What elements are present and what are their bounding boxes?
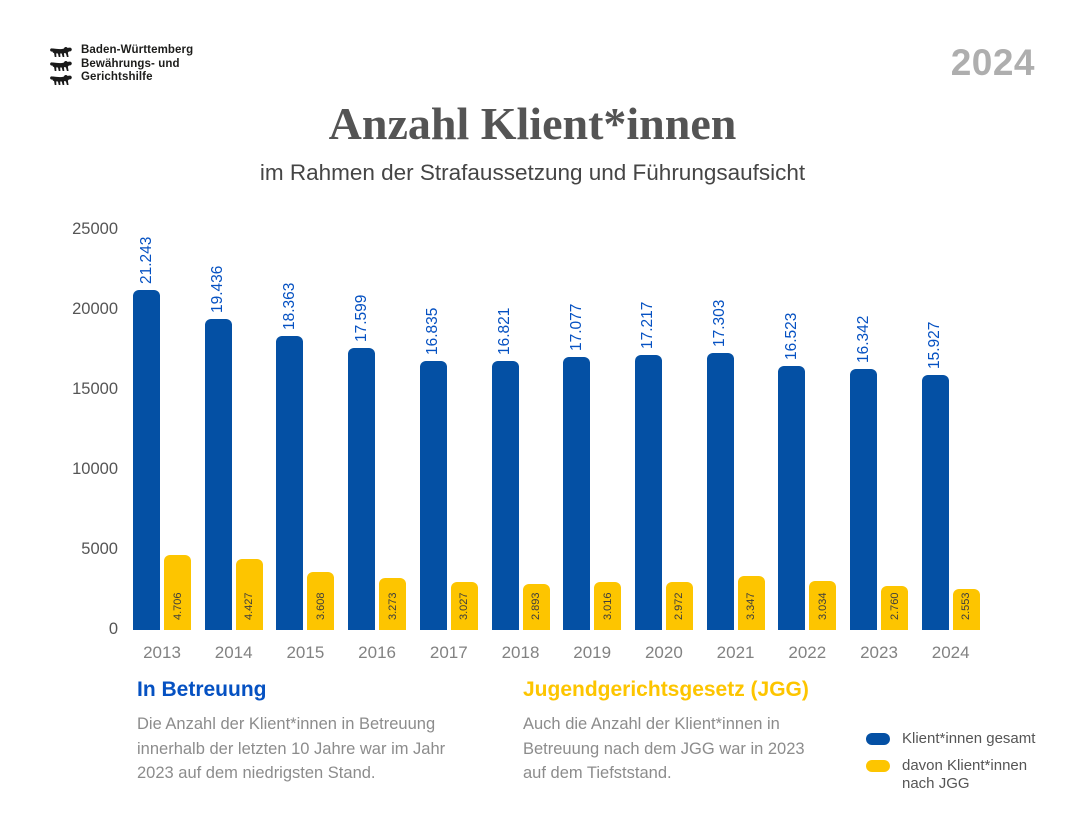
bw-lion-icon [50, 61, 72, 71]
bar-value-label-total: 16.523 [782, 312, 800, 360]
bar-total [491, 360, 519, 630]
x-axis-label: 2016 [358, 643, 396, 662]
section-heading-jgg: Jugendgerichtsgesetz (JGG) [523, 678, 809, 701]
bar-chart: 0 5000 10000 15000 20000 25000 21.243 4.706 2013… [0, 215, 1065, 673]
bar-jgg [235, 559, 263, 630]
logo-line-1: Baden-Württemberg [81, 44, 194, 56]
legend-item: davon Klient*innen nach JGG [866, 757, 1035, 794]
bar-total [921, 375, 949, 630]
x-axis-label: 2023 [860, 643, 898, 662]
bar-total [563, 356, 591, 630]
bar-value-label-total: 17.303 [711, 299, 729, 348]
section-heading-betreuung: In Betreuung [137, 678, 267, 701]
x-axis-label: 2022 [788, 643, 827, 662]
bar-total [778, 365, 806, 630]
y-axis-label: 0 [108, 620, 118, 638]
bar-value-label-total: 17.077 [567, 303, 585, 351]
x-axis-label: 2015 [286, 643, 325, 662]
bar-jgg [379, 577, 407, 630]
bar-jgg [665, 582, 693, 630]
legend-swatch [866, 733, 890, 745]
chart-legend: Klient*innen gesamt davon Klient*innen na… [866, 730, 1035, 794]
bar-total [850, 368, 877, 630]
x-axis-label: 2014 [214, 643, 253, 662]
bar-value-label-total: 15.927 [926, 321, 944, 370]
bar-value-label-jgg: 2.553 [960, 592, 973, 620]
y-axis-label: 25000 [72, 220, 118, 238]
bar-value-label-total: 17.217 [639, 301, 657, 349]
y-axis-label: 5000 [81, 540, 118, 558]
bar-value-label-total: 16.835 [424, 307, 442, 355]
page-subtitle: im Rahmen der Strafaussetzung und Führun… [259, 160, 806, 185]
logo-line-2: Bewährungs- und [81, 57, 180, 70]
bar-value-label-jgg: 3.034 [816, 592, 829, 620]
bar-value-label-jgg: 3.273 [386, 592, 399, 620]
legend-label: davon Klient*innen nach JGG [902, 756, 1028, 793]
x-axis-label: 2018 [501, 643, 540, 662]
bw-lions-crest [48, 44, 74, 87]
bar-value-label-jgg: 3.016 [601, 592, 614, 620]
logo-line-3: Gerichtshilfe [81, 71, 153, 83]
bar-total [133, 290, 160, 630]
bar-jgg [164, 554, 191, 630]
bar-value-label-total: 18.363 [280, 282, 298, 331]
bar-value-label-total: 17.599 [352, 294, 370, 343]
bar-total [204, 319, 232, 630]
bar-jgg [307, 572, 335, 630]
x-axis-label: 2021 [716, 643, 755, 662]
bar-total [276, 336, 304, 630]
bar-jgg [737, 576, 765, 630]
bar-total [419, 360, 447, 630]
bw-lion-icon [50, 75, 72, 85]
logo-text: Baden-Württemberg Bewährungs- und Gerich… [81, 44, 193, 85]
y-axis-label: 10000 [72, 460, 118, 478]
x-axis-label: 2013 [143, 643, 181, 662]
bar-total [348, 348, 376, 630]
legend-swatch [866, 759, 890, 772]
bar-value-label-total: 16.342 [854, 315, 872, 363]
bw-lion-icon [50, 47, 72, 57]
x-axis-label: 2017 [429, 643, 468, 662]
section-text-jgg: Auch die Anzahl der Klient*innen in Betr… [523, 715, 805, 782]
bar-jgg [809, 581, 837, 630]
page-title: Anzahl Klient*innen [328, 98, 737, 149]
bar-total [706, 353, 734, 630]
bar-value-label-jgg: 3.608 [314, 592, 327, 620]
x-axis-label: 2020 [644, 643, 683, 662]
bar-jgg [952, 589, 980, 630]
section-text-betreuung: Die Anzahl der Klient*innen in Betreuung… [137, 715, 446, 782]
bar-value-label-total: 19.436 [209, 265, 227, 314]
legend-item: Klient*innen gesamt [866, 730, 1035, 749]
y-axis-label: 15000 [72, 380, 118, 398]
bar-total [634, 354, 662, 630]
bar-jgg [594, 581, 622, 630]
bar-value-label-total: 21.243 [137, 236, 155, 285]
bar-jgg [522, 583, 550, 630]
bar-value-label-jgg: 2.893 [530, 592, 542, 620]
bar-value-label-jgg: 2.972 [673, 592, 686, 620]
bar-value-label-jgg: 3.027 [458, 592, 471, 620]
x-axis-label: 2019 [573, 643, 612, 662]
bw-logo: Baden-Württemberg Bewährungs- und Gerich… [48, 44, 193, 87]
report-year-badge: 2024 [950, 42, 1035, 83]
x-axis-label: 2024 [931, 643, 970, 662]
bar-value-label-total: 16.821 [496, 307, 513, 355]
bar-value-label-jgg: 4.427 [243, 592, 256, 620]
bar-jgg [881, 585, 908, 630]
legend-label: Klient*innen gesamt [902, 730, 1036, 747]
bar-jgg [450, 581, 478, 630]
bar-value-label-jgg: 3.347 [745, 592, 758, 620]
bar-value-label-jgg: 4.706 [171, 592, 184, 620]
y-axis-label: 20000 [72, 300, 118, 318]
bar-value-label-jgg: 2.760 [888, 592, 901, 620]
